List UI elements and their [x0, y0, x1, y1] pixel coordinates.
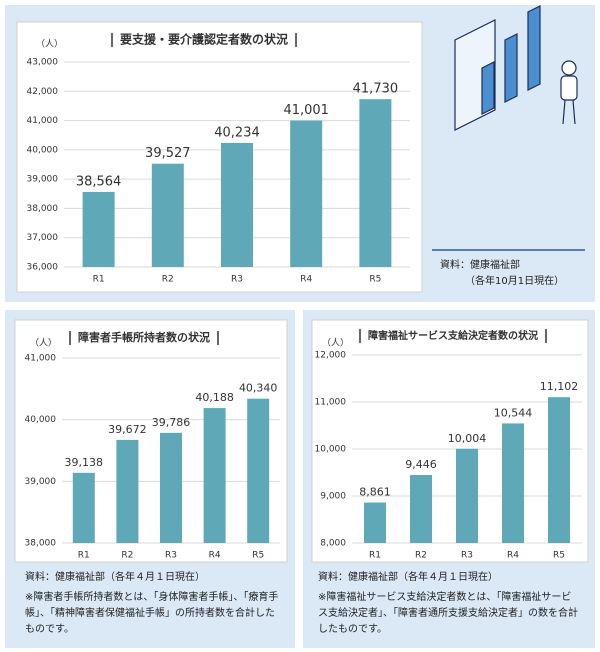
- chart-box: [311, 319, 589, 563]
- bar: [151, 163, 184, 267]
- x-tick-label: R2: [415, 551, 427, 561]
- y-tick-label: 38,000: [27, 204, 59, 214]
- value-label: 39,672: [108, 423, 147, 436]
- y-tick-label: 12,000: [315, 351, 347, 361]
- x-tick-label: R3: [165, 551, 177, 561]
- value-label: 39,527: [145, 146, 191, 161]
- bar: [203, 408, 226, 543]
- value-label: 8,861: [359, 486, 391, 499]
- source: 資料：健康福祉部（各年４月１日現在）: [318, 572, 498, 583]
- value-label: 10,004: [448, 432, 487, 445]
- x-tick-label: R3: [461, 551, 473, 561]
- y-tick-label: 9,000: [320, 492, 346, 502]
- note: ※障害福祉サービス支給決定者数とは、「障害福祉サービス支給決定者」、「障害者通所…: [318, 592, 578, 635]
- y-axis-unit: （人）: [322, 338, 349, 349]
- y-tick-label: 41,000: [27, 116, 59, 126]
- bar: [364, 502, 386, 543]
- x-tick-label: R1: [369, 551, 381, 561]
- x-tick-label: R5: [369, 275, 381, 285]
- y-tick-label: 39,000: [27, 175, 59, 185]
- chart-title: 障害者手帳所持者数の状況: [78, 330, 210, 344]
- y-tick-label: 38,000: [25, 539, 57, 549]
- bar: [359, 99, 392, 267]
- bar: [548, 397, 570, 543]
- y-tick-label: 42,000: [27, 87, 59, 97]
- bar: [502, 423, 524, 543]
- value-label: 38,564: [76, 174, 122, 189]
- bar: [290, 120, 323, 267]
- x-tick-label: R2: [162, 275, 174, 285]
- value-label: 9,446: [405, 458, 437, 471]
- y-tick-label: 36,000: [27, 263, 59, 273]
- x-tick-label: R2: [121, 551, 133, 561]
- value-label: 39,138: [65, 456, 104, 469]
- x-tick-label: R4: [300, 275, 312, 285]
- x-tick-label: R5: [553, 551, 565, 561]
- value-label: 41,001: [283, 103, 329, 118]
- bar: [116, 439, 139, 543]
- x-tick-label: R1: [78, 551, 90, 561]
- source: （各年10月1日現在）: [465, 276, 565, 287]
- bar: [456, 448, 478, 543]
- chart-box: [14, 319, 288, 563]
- bar: [221, 143, 253, 267]
- note: ※障害者手帳所持者数とは、「身体障害者手帳」、「療育手帳」、「精神障害者保健福祉…: [25, 592, 279, 635]
- y-tick-label: 37,000: [27, 233, 59, 243]
- y-tick-label: 43,000: [27, 58, 59, 68]
- source: 資料：健康福祉部: [440, 260, 520, 271]
- value-label: 40,188: [195, 391, 234, 404]
- value-label: 11,102: [540, 380, 579, 393]
- y-tick-label: 8,000: [320, 539, 346, 549]
- y-tick-label: 41,000: [25, 354, 57, 364]
- chart-title: 要支援・要介護認定者数の状況: [120, 32, 288, 47]
- value-label: 39,786: [152, 416, 191, 429]
- bar: [410, 475, 432, 543]
- y-axis-unit: （人）: [36, 39, 63, 50]
- value-label: 40,234: [214, 126, 260, 141]
- bar: [247, 398, 270, 543]
- y-tick-label: 10,000: [315, 445, 347, 455]
- x-tick-label: R4: [209, 551, 221, 561]
- y-tick-label: 40,000: [25, 415, 57, 425]
- x-tick-label: R4: [507, 551, 519, 561]
- bar: [82, 191, 115, 267]
- y-tick-label: 40,000: [27, 145, 59, 155]
- y-tick-label: 11,000: [315, 398, 347, 408]
- bar: [160, 432, 182, 543]
- source: 資料：健康福祉部（各年４月１日現在）: [25, 572, 205, 583]
- x-tick-label: R5: [252, 551, 264, 561]
- y-tick-label: 39,000: [25, 477, 57, 487]
- x-tick-label: R3: [231, 275, 243, 285]
- chart-title: 障害福祉サービス支給決定者数の状況: [368, 329, 538, 342]
- value-label: 10,544: [494, 406, 533, 419]
- bar: [72, 472, 95, 543]
- value-label: 40,340: [239, 382, 278, 395]
- illustration: [454, 5, 578, 131]
- y-axis-unit: （人）: [30, 338, 57, 349]
- value-label: 41,730: [353, 82, 399, 97]
- x-tick-label: R1: [93, 275, 105, 285]
